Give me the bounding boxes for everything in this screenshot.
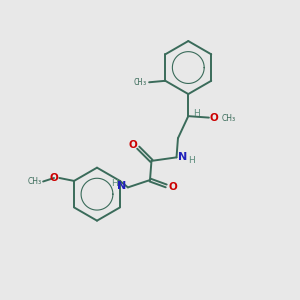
Text: O: O xyxy=(128,140,137,150)
Text: H: H xyxy=(188,156,194,165)
Text: CH₃: CH₃ xyxy=(134,78,148,87)
Text: O: O xyxy=(209,112,218,123)
Text: H: H xyxy=(193,109,200,118)
Text: N: N xyxy=(178,152,187,162)
Text: N: N xyxy=(117,181,126,191)
Text: O: O xyxy=(50,173,59,183)
Text: O: O xyxy=(169,182,177,192)
Text: H: H xyxy=(111,179,118,188)
Text: CH₃: CH₃ xyxy=(28,177,42,186)
Text: CH₃: CH₃ xyxy=(221,114,236,123)
